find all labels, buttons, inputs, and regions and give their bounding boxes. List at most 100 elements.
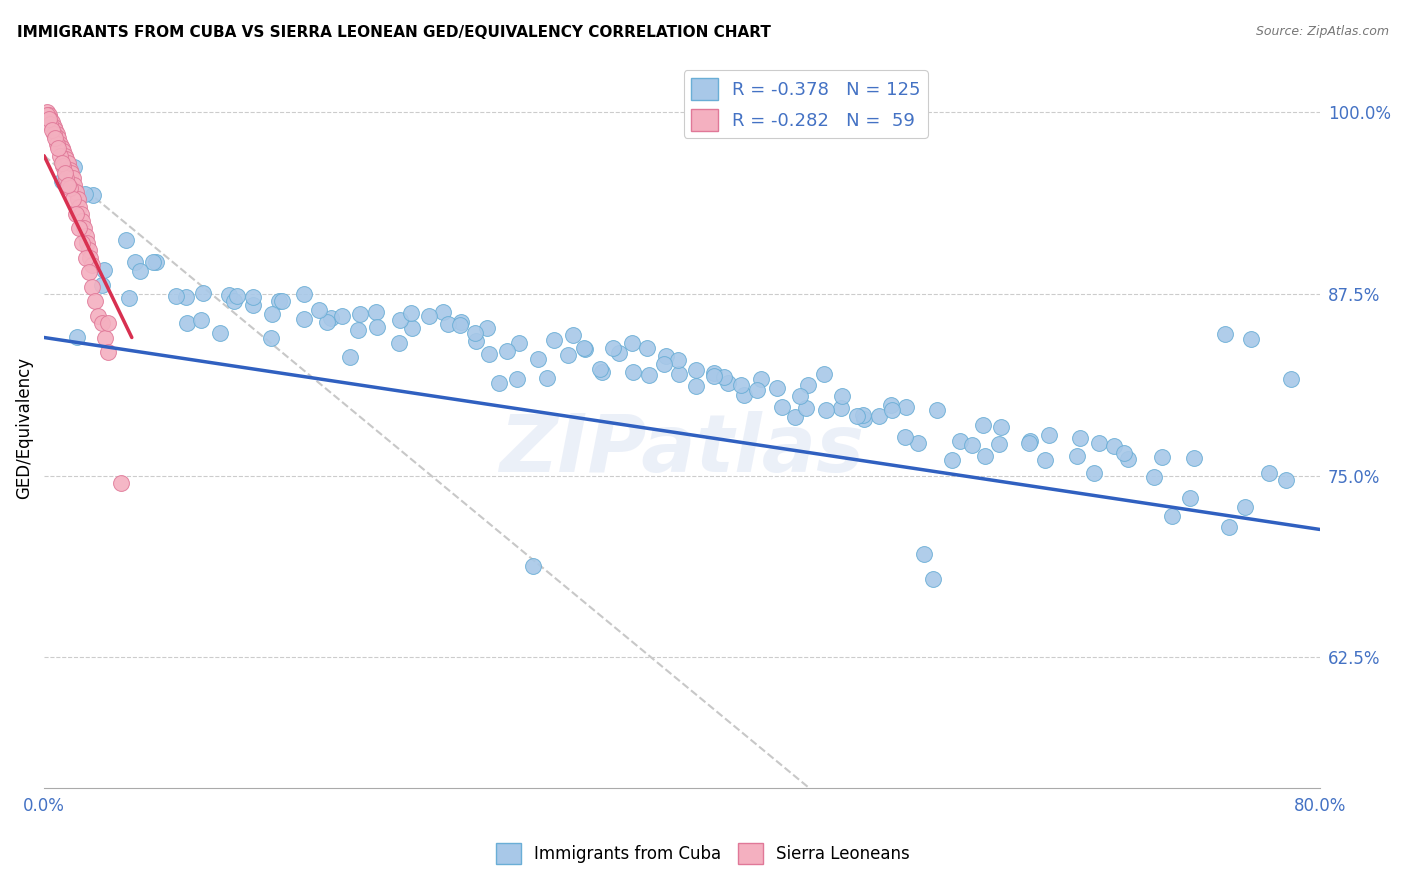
Point — [67, 221, 90, 235]
Point — [536, 371, 558, 385]
Point — [1258, 466, 1281, 480]
Point — [621, 365, 644, 379]
Point — [347, 323, 370, 337]
Point — [65, 207, 87, 221]
Point — [51, 174, 73, 188]
Point — [1088, 436, 1111, 450]
Point — [1182, 450, 1205, 465]
Point — [80, 258, 103, 272]
Point — [79, 251, 101, 265]
Point — [1083, 466, 1105, 480]
Point — [894, 430, 917, 444]
Point — [225, 289, 247, 303]
Point — [118, 291, 141, 305]
Point — [73, 221, 96, 235]
Point — [38, 112, 60, 127]
Point — [668, 368, 690, 382]
Point — [1161, 508, 1184, 523]
Point — [475, 320, 498, 334]
Point — [972, 417, 994, 432]
Point — [1102, 439, 1125, 453]
Point — [366, 320, 388, 334]
Point — [44, 131, 66, 145]
Point — [209, 326, 232, 341]
Point — [115, 233, 138, 247]
Point — [45, 137, 67, 152]
Point — [56, 156, 79, 170]
Point — [703, 369, 725, 384]
Point — [1143, 470, 1166, 484]
Point — [87, 309, 110, 323]
Point — [907, 436, 929, 450]
Point — [1116, 451, 1139, 466]
Point — [949, 434, 972, 449]
Point — [292, 311, 315, 326]
Point — [1038, 427, 1060, 442]
Point — [63, 160, 86, 174]
Point — [260, 331, 283, 345]
Point — [45, 127, 67, 141]
Point — [38, 108, 60, 122]
Point — [62, 193, 84, 207]
Point — [815, 403, 838, 417]
Point — [53, 149, 76, 163]
Point — [749, 372, 772, 386]
Point — [1275, 473, 1298, 487]
Point — [84, 294, 107, 309]
Point — [685, 363, 707, 377]
Point — [713, 369, 735, 384]
Point — [666, 353, 689, 368]
Point — [269, 293, 291, 308]
Point — [418, 309, 440, 323]
Point — [831, 389, 853, 403]
Point — [747, 383, 769, 397]
Point — [67, 200, 90, 214]
Point — [308, 303, 330, 318]
Point — [52, 159, 75, 173]
Point — [526, 351, 548, 366]
Legend: Immigrants from Cuba, Sierra Leoneans: Immigrants from Cuba, Sierra Leoneans — [489, 837, 917, 871]
Point — [794, 401, 817, 416]
Point — [59, 163, 82, 178]
Point — [401, 321, 423, 335]
Point — [52, 145, 75, 159]
Point — [76, 235, 98, 250]
Point — [522, 558, 544, 573]
Point — [60, 166, 83, 180]
Point — [39, 112, 62, 127]
Point — [292, 287, 315, 301]
Point — [868, 409, 890, 423]
Point — [770, 401, 793, 415]
Point — [508, 336, 530, 351]
Point — [75, 186, 97, 201]
Point — [449, 318, 471, 333]
Point — [853, 412, 876, 426]
Text: IMMIGRANTS FROM CUBA VS SIERRA LEONEAN GED/EQUIVALENCY CORRELATION CHART: IMMIGRANTS FROM CUBA VS SIERRA LEONEAN G… — [17, 25, 770, 40]
Point — [218, 288, 240, 302]
Point — [574, 341, 596, 355]
Point — [1018, 435, 1040, 450]
Point — [912, 547, 935, 561]
Point — [960, 438, 983, 452]
Point — [1178, 491, 1201, 505]
Point — [543, 333, 565, 347]
Point — [222, 293, 245, 308]
Point — [652, 357, 675, 371]
Point — [42, 120, 65, 134]
Point — [1069, 431, 1091, 445]
Point — [1279, 372, 1302, 386]
Point — [927, 403, 949, 417]
Point — [72, 214, 94, 228]
Point — [176, 316, 198, 330]
Point — [506, 372, 529, 386]
Point — [607, 345, 630, 359]
Point — [685, 379, 707, 393]
Point — [80, 279, 103, 293]
Point — [69, 207, 91, 221]
Point — [591, 365, 613, 379]
Text: Source: ZipAtlas.com: Source: ZipAtlas.com — [1256, 25, 1389, 38]
Point — [242, 290, 264, 304]
Point — [655, 349, 678, 363]
Point — [465, 334, 488, 348]
Point — [55, 152, 77, 166]
